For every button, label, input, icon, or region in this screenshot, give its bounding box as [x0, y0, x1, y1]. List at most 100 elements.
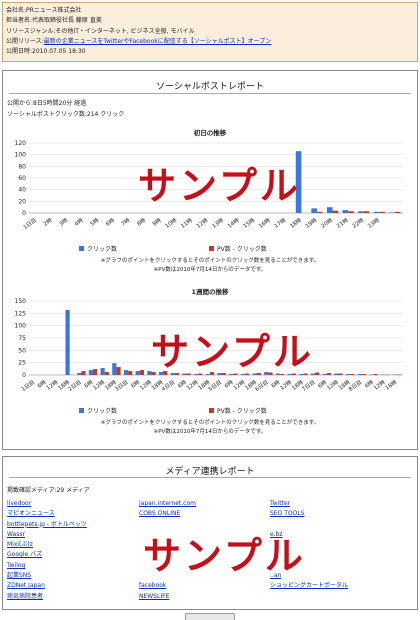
media-count: 掲載確認メディア:29 メディア: [7, 487, 90, 494]
published-date: 公開日時:2010.07.05 18:30: [6, 48, 86, 56]
bar-clicks: [295, 151, 302, 213]
bar-pv: [151, 372, 156, 375]
legend-label: クリック数: [87, 408, 118, 415]
x-tick-label: 2日目: [67, 379, 83, 393]
bar-clicks: [135, 371, 140, 375]
media-link[interactable]: Twilog: [7, 561, 26, 569]
bar-pv: [326, 373, 332, 375]
x-tick-label: 7日目: [301, 379, 317, 393]
y-tick-label: 0: [22, 210, 26, 217]
chart2-legend-pv: PV数 - クリック数: [209, 406, 267, 415]
bar-pv: [361, 374, 367, 375]
sample-watermark-3: サンプル: [143, 534, 306, 578]
x-tick-label: 2時: [42, 216, 54, 228]
bar-pv: [233, 373, 238, 375]
bar-pv: [291, 373, 296, 375]
media-link[interactable]: Wassr: [7, 530, 25, 538]
media-link[interactable]: マピオンニュース: [7, 510, 55, 518]
x-tick-label: 21時: [335, 216, 350, 230]
bar-pv: [268, 372, 273, 375]
sample-watermark-1: サンプル: [138, 164, 301, 208]
release-info-box: 会社名:PRニュース株式会社 担当者名:代表取締役社長 藤原 直美 リリースジャ…: [2, 2, 418, 62]
media-link[interactable]: COBS ONLINE: [139, 510, 181, 518]
chart2-note-2: ※PV数は2010年7月14日からのデータです。: [153, 429, 267, 435]
x-tick-label: 17時: [272, 216, 287, 230]
bar-pv: [174, 373, 180, 375]
media-link[interactable]: NEWSLIFE: [139, 592, 170, 600]
media-link[interactable]: SEO TOOLS: [270, 510, 305, 518]
click-count: ソーシャルポストクリック数:214 クリック: [7, 111, 125, 118]
media-link[interactable]: e.bz: [270, 530, 283, 538]
chart1-note-2: ※PV数は2010年7月14日からのデータです。: [153, 267, 267, 273]
x-tick-label: 6時: [104, 216, 116, 228]
media-link[interactable]: livedoor: [7, 500, 32, 507]
bar-pv: [303, 373, 308, 375]
media-link[interactable]: ショッピングカートポータル: [270, 582, 349, 590]
published-release-label: 公開リリース:: [6, 37, 44, 45]
y-tick-label: 125: [15, 310, 27, 317]
bar-clicks: [77, 373, 82, 375]
bar-clicks: [194, 374, 199, 375]
bottom-button[interactable]: [185, 613, 235, 620]
chart2-title: 1週間の推移: [191, 288, 229, 296]
x-tick-label: 18時: [288, 216, 303, 230]
bar-clicks: [205, 374, 210, 375]
social-post-report: ソーシャルポストレポート 公開から:8日5時間20分 経過 ソーシャルポストクリ…: [2, 70, 418, 450]
bar-clicks: [358, 211, 364, 213]
y-tick-label: 120: [15, 140, 27, 147]
bar-pv: [186, 373, 191, 375]
x-tick-label: 14時: [226, 216, 241, 230]
bar-pv: [315, 372, 320, 375]
media-link[interactable]: 病気病院患者: [7, 592, 44, 600]
x-tick-label: 5日目: [207, 379, 223, 393]
bar-pv: [163, 371, 168, 375]
media-link[interactable]: bottlepets.jp - ボトルペッツ: [7, 520, 87, 528]
bar-clicks: [299, 374, 304, 375]
x-tick-label: 8時: [135, 216, 147, 228]
media-link[interactable]: Google バズ: [7, 551, 43, 559]
x-tick-label: 20時: [319, 216, 334, 230]
bar-clicks: [217, 373, 222, 375]
bar-clicks: [147, 371, 152, 375]
media-link[interactable]: 起業SNS: [7, 572, 32, 580]
chart2-note-1: ※グラフのポイントをクリックするとそのポイントのクリック数を見ることができます。: [100, 420, 320, 426]
x-tick-label: 4日目: [160, 379, 176, 393]
y-tick-label: 100: [15, 323, 27, 330]
legend-swatch-blue: [79, 408, 84, 413]
bar-clicks: [88, 370, 94, 375]
bar-pv: [350, 374, 355, 375]
y-tick-label: 80: [18, 163, 26, 170]
media-link[interactable]: ..an: [270, 572, 282, 580]
report-divider: [9, 93, 411, 94]
x-tick-label: 3日目: [114, 379, 130, 393]
bar-pv: [363, 211, 370, 213]
bar-clicks: [229, 374, 234, 375]
bar-pv: [338, 373, 343, 375]
media-link[interactable]: Twitter: [270, 500, 291, 507]
media-divider: [9, 477, 411, 478]
release-link[interactable]: 最新の企業ニュースをTwitterやFacebookに配信する【ソーシャルポスト…: [43, 37, 272, 45]
company-name: 会社名:PRニュース株式会社: [6, 7, 82, 14]
legend-label: PV数 - クリック数: [217, 246, 267, 253]
first-day-chart[interactable]: 0 20 40 60 80 100 120 1日目 2時 3時 4時 5時 6時 7時 8時 9時 10時 11時…: [3, 139, 417, 235]
media-column-2: japan.internet.com COBS ONLINE facebook NEW…: [139, 499, 259, 602]
media-link[interactable]: ZDNet Japan: [7, 582, 45, 590]
bar-clicks: [326, 207, 333, 213]
legend-swatch-red: [209, 408, 214, 413]
x-tick-label: 9時: [151, 216, 163, 228]
media-link[interactable]: japan.internet.com: [139, 500, 196, 507]
elapsed-time: 公開から:8日5時間20分 経過: [7, 100, 87, 107]
bar-clicks: [112, 363, 117, 375]
bar-pv: [332, 210, 339, 213]
y-tick-label: 25: [18, 360, 26, 367]
x-tick-label: 13時: [210, 216, 225, 230]
bar-pv: [116, 367, 121, 375]
bar-clicks: [342, 210, 349, 213]
media-link[interactable]: Mixi(ぶ)z: [7, 541, 33, 549]
media-link[interactable]: facebook: [139, 582, 167, 590]
x-tick-label: 1日目: [20, 379, 36, 393]
legend-label: クリック数: [87, 246, 118, 253]
bar-clicks: [345, 374, 351, 375]
media-column-1: livedoor マピオンニュース bottlepets.jp - ボトルペッツ Wa…: [7, 499, 127, 602]
